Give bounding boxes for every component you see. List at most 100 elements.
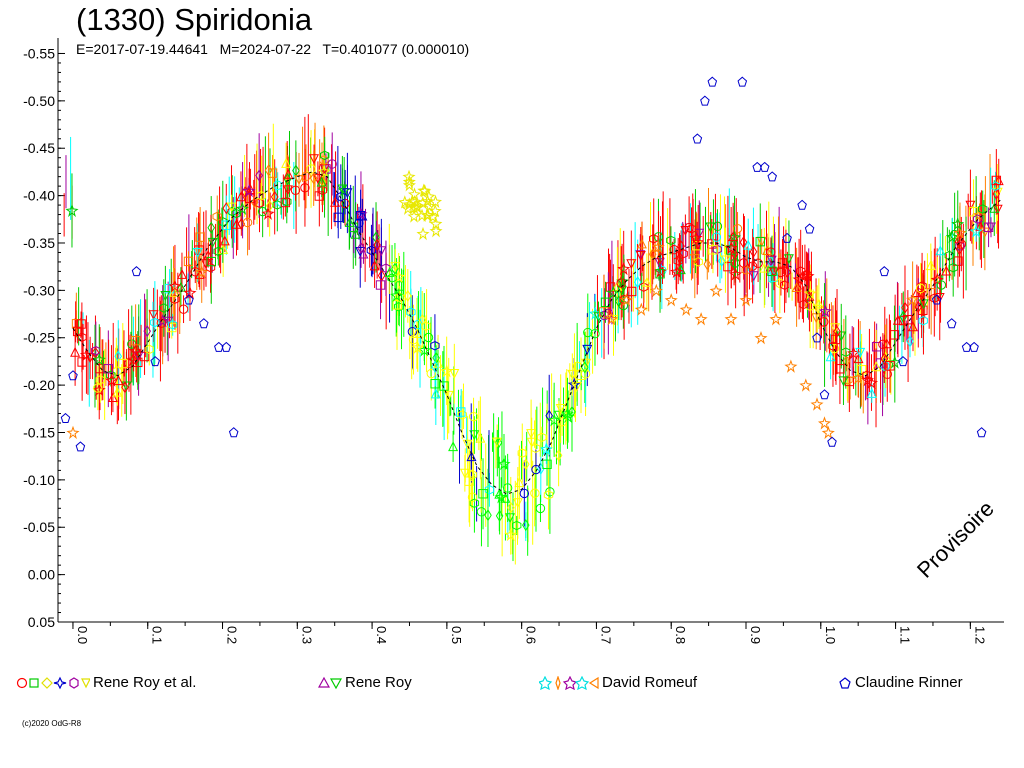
data-point: [666, 235, 676, 246]
data-point: [306, 164, 316, 174]
data-point: [979, 227, 990, 238]
data-point: [799, 378, 813, 392]
data-point: [336, 191, 346, 202]
data-point: [948, 262, 958, 273]
data-point: [255, 169, 263, 182]
data-point: [677, 240, 685, 253]
data-point: [369, 260, 380, 271]
data-point: [878, 339, 888, 350]
data-point: [195, 265, 209, 279]
data-point: [131, 342, 142, 353]
data-point: [402, 174, 416, 189]
y-tick-label: 0.00: [28, 567, 55, 583]
data-point: [703, 258, 712, 271]
data-point: [782, 232, 792, 243]
data-point: [203, 249, 214, 260]
data-point: [235, 191, 247, 202]
data-point: [784, 359, 798, 373]
data-points: [60, 76, 1004, 542]
data-point: [767, 266, 777, 277]
data-point: [576, 370, 586, 380]
data-point: [749, 245, 758, 258]
data-point: [554, 449, 563, 462]
data-point: [535, 503, 546, 514]
data-point: [231, 218, 242, 229]
data-point: [992, 187, 1001, 201]
data-point: [836, 331, 847, 342]
data-point: [616, 278, 626, 288]
data-point: [841, 347, 851, 357]
data-point: [404, 289, 412, 303]
data-point: [885, 361, 895, 371]
data-point: [402, 197, 416, 211]
y-tick-label: -0.20: [23, 377, 55, 393]
data-point: [314, 191, 325, 201]
legend-marker-icons: [318, 676, 342, 689]
data-point: [327, 159, 337, 169]
x-tick-label: 0.0: [75, 626, 90, 644]
data-point: [317, 164, 331, 178]
data-point: [543, 490, 554, 500]
data-point: [941, 265, 952, 276]
data-point: [783, 265, 792, 279]
data-point: [915, 283, 926, 294]
data-point: [392, 300, 403, 310]
data-point: [679, 302, 693, 316]
data-point: [426, 209, 440, 224]
data-point: [443, 390, 454, 401]
data-point: [250, 196, 259, 209]
data-point: [280, 197, 291, 208]
data-point: [85, 353, 96, 364]
data-point: [907, 321, 919, 332]
data-point: [113, 375, 124, 386]
y-tick-label: -0.40: [23, 188, 55, 204]
data-point: [93, 383, 103, 393]
data-point: [810, 397, 824, 411]
data-point: [512, 520, 522, 531]
data-point: [953, 225, 967, 240]
data-point: [402, 178, 416, 192]
data-point: [330, 196, 341, 207]
data-point: [467, 470, 477, 480]
data-point: [439, 381, 449, 391]
data-point: [649, 283, 663, 298]
data-point: [282, 196, 292, 207]
data-point: [265, 199, 274, 212]
data-point: [160, 291, 171, 302]
y-tick-label: -0.15: [23, 424, 55, 440]
data-point: [835, 364, 845, 374]
data-point: [312, 174, 323, 185]
data-point: [617, 261, 631, 276]
data-point: [283, 173, 292, 186]
data-point: [776, 267, 786, 278]
legend-entry-rene-roy: Rene Roy: [318, 674, 412, 691]
data-point: [121, 381, 132, 392]
data-point: [842, 355, 851, 368]
data-point: [705, 222, 716, 233]
data-point: [494, 490, 508, 504]
data-point: [421, 321, 431, 332]
x-tick-label: 0.6: [524, 626, 539, 644]
data-point: [738, 258, 749, 268]
x-tick-label: 0.9: [748, 626, 763, 644]
data-point: [673, 256, 683, 266]
data-point: [580, 369, 591, 379]
data-point: [395, 292, 405, 303]
data-point: [344, 216, 355, 227]
data-point: [507, 501, 515, 514]
legend-label: Rene Roy: [345, 674, 412, 691]
data-point: [256, 190, 266, 201]
data-point: [150, 356, 160, 367]
data-point: [817, 416, 832, 430]
data-point: [319, 175, 327, 189]
legend-entry-claudine-rinner: Claudine Rinner: [838, 674, 963, 691]
data-point: [405, 194, 419, 208]
data-point: [466, 451, 477, 462]
data-point: [95, 375, 105, 385]
data-point: [195, 232, 205, 242]
data-point: [830, 323, 841, 334]
data-point: [504, 527, 518, 542]
data-point: [976, 427, 987, 438]
data-point: [357, 241, 365, 255]
